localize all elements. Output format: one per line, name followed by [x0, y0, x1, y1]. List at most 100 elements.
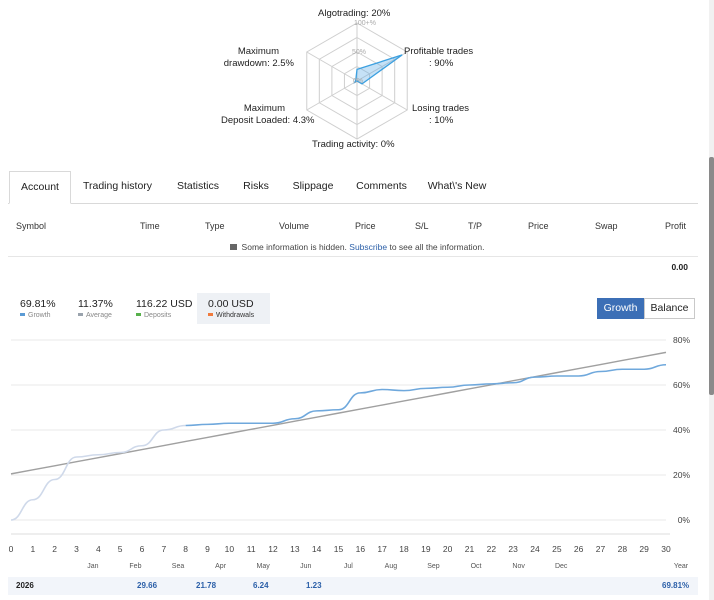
x-tick-label: 10: [225, 544, 235, 554]
col-swap: Swap: [595, 221, 618, 231]
stat-growth-label-text: Growth: [28, 312, 51, 319]
radar-label-deposit-2: Deposit Loaded: 4.3%: [221, 115, 315, 126]
month-label: Jan: [87, 563, 98, 570]
year-summary-row: 2026 29.66 21.78 6.24 1.23 69.81%: [8, 577, 698, 595]
x-tick-label: 16: [356, 544, 366, 554]
month-label: Sep: [427, 563, 440, 570]
col-profit: Profit: [665, 221, 687, 231]
y-tick-label: 40%: [673, 425, 690, 435]
radar-label-deposit-1: Maximum: [243, 103, 285, 114]
x-tick-label: 29: [639, 544, 649, 554]
y-tick-label: 60%: [673, 380, 690, 390]
month-label: Feb: [129, 563, 141, 570]
year-axis-label: Year: [674, 563, 689, 570]
stat-deposits[interactable]: 116.22 USD Deposits: [136, 298, 192, 321]
stat-deposits-label: Deposits: [136, 311, 192, 321]
tab-statistics[interactable]: Statistics: [176, 180, 219, 192]
tab-slippage[interactable]: Slippage: [292, 180, 334, 192]
month-label: Nov: [512, 563, 525, 570]
growth-chart: 80%60%40%20%0%0 1 2 3 4 5 6 7 8 9 10 11 12 13 14 15 16 17…: [9, 335, 691, 570]
stat-growth[interactable]: 69.81% Growth: [20, 298, 56, 321]
radar-axis-2: [356, 80, 408, 111]
radar-label-losing: Losing trades : 10%: [412, 103, 469, 127]
subscribe-link[interactable]: Subscribe: [349, 242, 388, 252]
x-tick-label: 3: [74, 544, 79, 554]
average-legend-swatch: [78, 313, 83, 316]
stat-withdrawals-label-text: Withdrawals: [216, 312, 255, 319]
stat-withdrawals-label: Withdrawals: [208, 311, 254, 321]
x-tick-label: 8: [183, 544, 188, 554]
table-divider: [8, 256, 698, 257]
growth-series-line: [185, 363, 667, 427]
stat-withdrawals[interactable]: 0.00 USD Withdrawals: [208, 298, 254, 321]
hidden-info-text-2: to see all the information.: [387, 242, 485, 252]
radar-label-drawdown-1: Maximum: [237, 46, 279, 57]
total-profit: 0.00: [671, 262, 688, 272]
month-label: Aug: [385, 563, 398, 570]
radar-label-algotrading: Algotrading: 20%: [318, 8, 391, 19]
radar-chart: 100+% 50% 0%: [306, 20, 408, 140]
x-tick-label: 12: [268, 544, 278, 554]
radar-scale-0: 0%: [353, 78, 363, 85]
balance-toggle-button[interactable]: Balance: [644, 298, 695, 319]
tab-comments[interactable]: Comments: [356, 180, 407, 192]
growth-toggle-button[interactable]: Growth: [597, 298, 644, 319]
col-sl: S/L: [415, 221, 429, 231]
x-tick-label: 13: [290, 544, 300, 554]
growth-legend-swatch: [20, 313, 25, 316]
x-tick-label: 27: [596, 544, 606, 554]
x-tick-label: 26: [574, 544, 584, 554]
x-tick-label: 0: [9, 544, 14, 554]
x-tick-label: 1: [30, 544, 35, 554]
stat-withdrawals-value: 0.00 USD: [208, 298, 254, 310]
scrollbar-thumb[interactable]: [709, 157, 714, 395]
tab-trading-history[interactable]: Trading history: [82, 180, 153, 192]
month-label: Dec: [555, 563, 568, 570]
year-total-cell: 69.81%: [662, 581, 690, 590]
x-tick-label: 21: [465, 544, 475, 554]
stat-average-label: Average: [78, 311, 113, 321]
stat-average-label-text: Average: [86, 312, 112, 319]
tab-account[interactable]: Account: [9, 171, 71, 204]
year-cell: 2026: [16, 581, 34, 590]
radar-scale-100: 100+%: [354, 20, 376, 27]
month-label: Jun: [300, 563, 311, 570]
tab-bar: Account Trading history Statistics Risks…: [8, 171, 698, 204]
stat-average-value: 11.37%: [78, 298, 113, 310]
x-tick-label: 15: [334, 544, 344, 554]
y-tick-label: 80%: [673, 335, 690, 345]
x-tick-label: 28: [618, 544, 628, 554]
x-tick-label: 24: [530, 544, 540, 554]
withdrawals-highlight: [197, 293, 270, 324]
month-label: Oct: [471, 563, 482, 570]
tab-whats-new[interactable]: What\'s New: [427, 180, 487, 192]
x-tick-label: 30: [661, 544, 671, 554]
radar-label-drawdown: Maximum drawdown: 2.5%: [218, 46, 294, 70]
month-label: Apr: [215, 563, 227, 570]
radar-label-profitable-1: Profitable trades: [404, 46, 474, 57]
radar-axis-5: [306, 51, 358, 82]
x-tick-label: 19: [421, 544, 431, 554]
stat-average[interactable]: 11.37% Average: [78, 298, 113, 321]
month-cell-feb: 29.66: [137, 581, 158, 590]
stat-growth-value: 69.81%: [20, 298, 56, 310]
withdrawals-legend-swatch: [208, 313, 213, 316]
radar-label-losing-2: : 10%: [429, 115, 454, 126]
average-series-line: [10, 351, 667, 475]
x-tick-label: 2: [52, 544, 57, 554]
page-scrollbar[interactable]: [709, 0, 714, 600]
x-tick-label: 20: [443, 544, 453, 554]
x-tick-label: 7: [161, 544, 166, 554]
col-symbol: Symbol: [16, 221, 47, 231]
radar-label-activity: Trading activity: 0%: [312, 139, 395, 150]
month-cell-apr: 6.24: [253, 581, 269, 590]
tab-risks[interactable]: Risks: [243, 180, 269, 192]
radar-label-drawdown-2: drawdown: 2.5%: [223, 58, 294, 69]
x-tick-label: 23: [508, 544, 518, 554]
col-price-close: Price: [528, 221, 549, 231]
x-tick-label: 11: [247, 544, 256, 554]
x-tick-label: 25: [552, 544, 562, 554]
x-tick-label: 14: [312, 544, 322, 554]
col-type: Type: [205, 221, 225, 231]
month-label: May: [257, 563, 271, 570]
